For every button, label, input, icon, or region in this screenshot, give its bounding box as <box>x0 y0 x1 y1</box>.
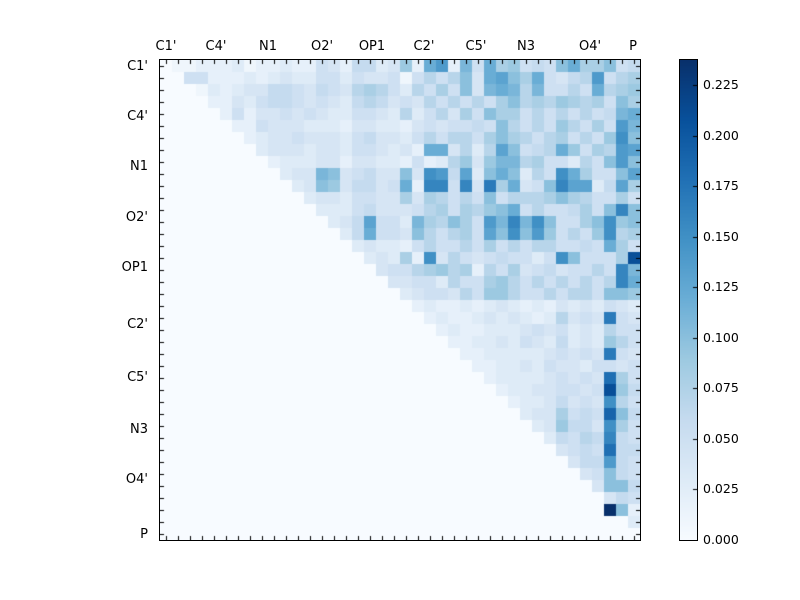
heatmap-canvas <box>159 59 641 541</box>
colorbar-gradient <box>679 59 698 541</box>
y-tick-label-n3: N3 <box>130 422 148 437</box>
colorbar-tick-label-0.050: 0.050 <box>703 430 739 446</box>
colorbar-tick-label-0.175: 0.175 <box>703 178 739 194</box>
y-tick-label-c2p: C2' <box>127 317 148 332</box>
x-axis-tick-labels: C1' C4' N1 O2' OP1 C2' C5' N3 O4' P <box>156 38 640 56</box>
x-tick-label-o4p: O4' <box>578 39 602 54</box>
y-tick-label-n1: N1 <box>130 159 148 174</box>
y-tick-label-c5p: C5' <box>127 370 148 385</box>
x-tick-label-n3: N3 <box>517 39 535 54</box>
y-axis-tick-labels: C1' C4' N1 O2' OP1 C2' C5' N3 O4' P <box>0 59 154 542</box>
x-tick-label-c1p: C1' <box>155 39 177 54</box>
colorbar-tick-label-0.225: 0.225 <box>703 77 739 93</box>
y-tick-label-c4p: C4' <box>127 109 148 124</box>
colorbar-tick-label-0.000: 0.000 <box>703 532 739 547</box>
y-tick-label-o2p: O2' <box>125 210 148 225</box>
x-tick-label-c2p: C2' <box>413 39 435 54</box>
x-tick-label-c5p: C5' <box>465 39 487 54</box>
y-tick-label-op1: OP1 <box>121 260 148 275</box>
colorbar-tick-label-0.125: 0.125 <box>703 279 739 295</box>
x-tick-label-op1: OP1 <box>358 39 386 54</box>
y-tick-label-c1p: C1' <box>127 59 148 74</box>
colorbar-tick-label-0.025: 0.025 <box>703 481 739 497</box>
colorbar-tick-label-0.075: 0.075 <box>703 380 739 396</box>
colorbar-tick-label-0.200: 0.200 <box>703 127 739 143</box>
colorbar-tick-label-0.150: 0.150 <box>703 228 739 244</box>
x-tick-label-c4p: C4' <box>205 39 227 54</box>
x-tick-label-o2p: O2' <box>310 39 334 54</box>
x-tick-label-p: P <box>629 39 637 54</box>
colorbar-tick-label-0.100: 0.100 <box>703 329 739 345</box>
y-tick-label-p: P <box>140 527 148 542</box>
x-tick-label-n1: N1 <box>259 39 277 54</box>
colorbar-tick-labels: 0.000 0.025 0.050 0.075 0.100 0.125 0.150 0.175… <box>703 60 793 547</box>
y-tick-label-o4p: O4' <box>125 472 148 487</box>
